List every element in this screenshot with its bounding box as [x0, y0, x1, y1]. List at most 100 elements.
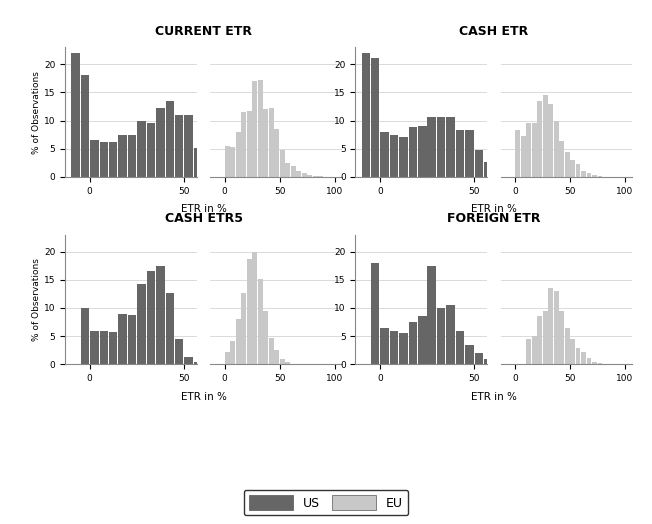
Bar [494, 362, 502, 364]
Bar [247, 111, 252, 177]
Bar [231, 171, 240, 177]
Bar [241, 112, 246, 177]
Bar [542, 311, 548, 364]
Bar [456, 331, 464, 364]
Bar [247, 259, 252, 364]
Bar [409, 127, 417, 177]
Bar [512, 174, 521, 177]
Bar [90, 331, 98, 364]
Text: ETR in %: ETR in % [181, 204, 227, 214]
Bar [465, 130, 473, 177]
Bar [90, 140, 98, 177]
Bar [236, 319, 241, 364]
Text: ETR in %: ETR in % [471, 391, 517, 402]
Bar [213, 160, 221, 177]
Bar [447, 305, 455, 364]
Text: ETR in %: ETR in % [471, 204, 517, 214]
Bar [565, 328, 569, 364]
Bar [548, 104, 553, 177]
Bar [428, 116, 436, 177]
Bar [437, 308, 445, 364]
Bar [559, 311, 564, 364]
Bar [109, 332, 117, 364]
Bar [222, 170, 231, 177]
Bar [581, 352, 586, 364]
Bar [166, 293, 174, 364]
Bar [175, 115, 183, 177]
Bar [252, 81, 258, 177]
Bar [526, 123, 531, 177]
Bar [250, 176, 259, 177]
Bar [484, 162, 492, 177]
Bar [475, 353, 483, 364]
Bar [418, 126, 426, 177]
Bar [559, 141, 564, 177]
Bar [119, 135, 127, 177]
Bar [362, 53, 370, 177]
Bar [570, 160, 575, 177]
Bar [185, 356, 193, 364]
Bar [81, 308, 89, 364]
Bar [258, 80, 263, 177]
Bar [494, 169, 502, 177]
Bar [592, 176, 597, 177]
Bar [274, 129, 279, 177]
Bar [147, 271, 155, 364]
Bar [537, 101, 542, 177]
Text: CURRENT ETR: CURRENT ETR [155, 25, 252, 38]
Bar [428, 266, 436, 364]
Bar [475, 150, 483, 177]
Bar [185, 115, 193, 177]
Bar [100, 331, 108, 364]
Bar [554, 121, 559, 177]
Bar [166, 101, 174, 177]
Bar [587, 358, 591, 364]
Bar [263, 109, 268, 177]
Bar [418, 316, 426, 364]
Bar [313, 176, 318, 177]
Bar [390, 331, 398, 364]
Bar [100, 142, 108, 177]
Bar [138, 121, 146, 177]
Bar [456, 130, 464, 177]
Bar [409, 322, 417, 364]
Bar [447, 116, 455, 177]
Bar [119, 314, 127, 364]
Bar [81, 75, 89, 177]
Bar [156, 266, 164, 364]
Bar [71, 53, 80, 177]
Bar [531, 123, 537, 177]
Bar [128, 135, 136, 177]
Bar [554, 291, 559, 364]
Bar [280, 150, 285, 177]
Bar [380, 132, 389, 177]
Text: CASH ETR5: CASH ETR5 [165, 212, 243, 225]
Bar [296, 171, 301, 177]
Bar [225, 146, 230, 177]
Bar [203, 159, 212, 177]
Y-axis label: % of Observations: % of Observations [32, 258, 41, 341]
Bar [597, 363, 602, 364]
Text: FOREIGN ETR: FOREIGN ETR [447, 212, 541, 225]
Bar [263, 311, 268, 364]
Bar [269, 339, 274, 364]
Y-axis label: % of Observations: % of Observations [32, 71, 41, 154]
Text: ETR in %: ETR in % [181, 391, 227, 402]
Bar [503, 172, 511, 177]
Bar [371, 263, 379, 364]
Bar [194, 362, 202, 364]
Bar [147, 123, 155, 177]
Bar [241, 174, 250, 177]
Bar [236, 132, 241, 177]
Bar [156, 108, 164, 177]
Bar [230, 147, 235, 177]
Bar [286, 362, 290, 364]
Bar [307, 176, 312, 177]
Bar [531, 336, 537, 364]
Bar [503, 363, 511, 364]
Bar [542, 95, 548, 177]
Bar [548, 288, 553, 364]
Bar [269, 108, 274, 177]
Bar [380, 328, 389, 364]
Bar [399, 333, 408, 364]
